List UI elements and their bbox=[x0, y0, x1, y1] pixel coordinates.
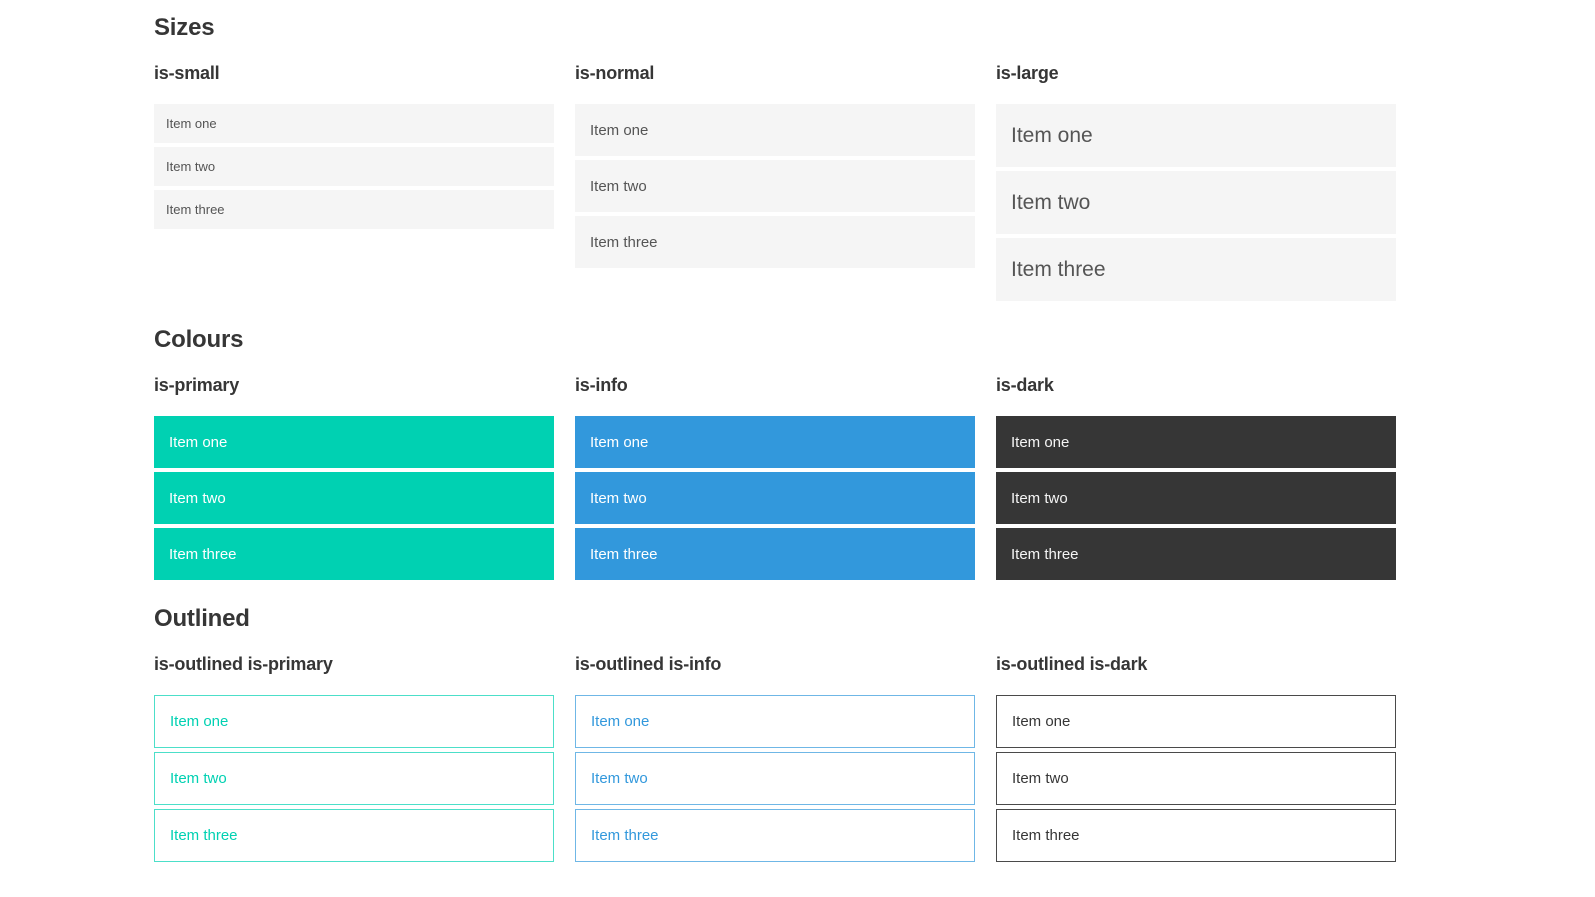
list-item[interactable]: Item two bbox=[154, 472, 554, 524]
list-item[interactable]: Item three bbox=[996, 809, 1396, 862]
list-item[interactable]: Item one bbox=[154, 104, 554, 143]
group-is-small: is-small Item one Item two Item three bbox=[154, 42, 554, 305]
group-label-is-small: is-small bbox=[154, 63, 220, 83]
group-label-is-large: is-large bbox=[996, 63, 1059, 83]
list-item[interactable]: Item one bbox=[575, 695, 975, 748]
list-item[interactable]: Item three bbox=[575, 528, 975, 580]
group-label-outlined-dark: is-outlined is-dark bbox=[996, 654, 1148, 674]
group-is-dark: is-dark Item one Item two Item three bbox=[996, 354, 1396, 584]
group-is-primary: is-primary Item one Item two Item three bbox=[154, 354, 554, 584]
list-dark: Item one Item two Item three bbox=[996, 416, 1396, 580]
group-label-is-dark: is-dark bbox=[996, 375, 1054, 395]
list-small: Item one Item two Item three bbox=[154, 104, 554, 229]
section-outlined: Outlined is-outlined is-primary Item one… bbox=[154, 604, 1396, 866]
list-item[interactable]: Item one bbox=[575, 416, 975, 468]
outlined-row: is-outlined is-primary Item one Item two… bbox=[154, 633, 1396, 866]
page-container: Sizes is-small Item one Item two Item th… bbox=[154, 0, 1396, 866]
group-label-outlined-info: is-outlined is-info bbox=[575, 654, 722, 674]
list-item[interactable]: Item two bbox=[154, 147, 554, 186]
list-item[interactable]: Item one bbox=[996, 104, 1396, 167]
list-item[interactable]: Item one bbox=[996, 416, 1396, 468]
colours-row: is-primary Item one Item two Item three … bbox=[154, 354, 1396, 584]
section-colours: Colours is-primary Item one Item two Ite… bbox=[154, 325, 1396, 584]
list-outlined-dark: Item one Item two Item three bbox=[996, 695, 1396, 862]
list-item[interactable]: Item two bbox=[996, 752, 1396, 805]
list-item[interactable]: Item three bbox=[575, 216, 975, 268]
list-item[interactable]: Item three bbox=[154, 528, 554, 580]
section-title-sizes: Sizes bbox=[154, 14, 215, 41]
list-large: Item one Item two Item three bbox=[996, 104, 1396, 301]
group-label-outlined-primary: is-outlined is-primary bbox=[154, 654, 333, 674]
group-label-is-info: is-info bbox=[575, 375, 628, 395]
list-item[interactable]: Item two bbox=[154, 752, 554, 805]
group-label-is-normal: is-normal bbox=[575, 63, 655, 83]
section-title-colours: Colours bbox=[154, 326, 244, 353]
list-normal: Item one Item two Item three bbox=[575, 104, 975, 268]
section-sizes: Sizes is-small Item one Item two Item th… bbox=[154, 13, 1396, 305]
sizes-row: is-small Item one Item two Item three is… bbox=[154, 42, 1396, 305]
list-item[interactable]: Item one bbox=[996, 695, 1396, 748]
list-item[interactable]: Item one bbox=[154, 695, 554, 748]
list-item[interactable]: Item two bbox=[996, 171, 1396, 234]
list-outlined-primary: Item one Item two Item three bbox=[154, 695, 554, 862]
list-item[interactable]: Item three bbox=[154, 190, 554, 229]
group-outlined-info: is-outlined is-info Item one Item two It… bbox=[575, 633, 975, 866]
list-outlined-info: Item one Item two Item three bbox=[575, 695, 975, 862]
list-info: Item one Item two Item three bbox=[575, 416, 975, 580]
list-item[interactable]: Item three bbox=[996, 528, 1396, 580]
list-primary: Item one Item two Item three bbox=[154, 416, 554, 580]
section-title-outlined: Outlined bbox=[154, 605, 250, 632]
group-outlined-primary: is-outlined is-primary Item one Item two… bbox=[154, 633, 554, 866]
list-item[interactable]: Item two bbox=[575, 472, 975, 524]
group-is-normal: is-normal Item one Item two Item three bbox=[575, 42, 975, 305]
group-is-large: is-large Item one Item two Item three bbox=[996, 42, 1396, 305]
group-label-is-primary: is-primary bbox=[154, 375, 240, 395]
list-item[interactable]: Item three bbox=[996, 238, 1396, 301]
list-item[interactable]: Item two bbox=[996, 472, 1396, 524]
list-item[interactable]: Item two bbox=[575, 160, 975, 212]
list-item[interactable]: Item one bbox=[575, 104, 975, 156]
list-item[interactable]: Item three bbox=[154, 809, 554, 862]
list-item[interactable]: Item one bbox=[154, 416, 554, 468]
list-item[interactable]: Item two bbox=[575, 752, 975, 805]
group-is-info: is-info Item one Item two Item three bbox=[575, 354, 975, 584]
list-item[interactable]: Item three bbox=[575, 809, 975, 862]
group-outlined-dark: is-outlined is-dark Item one Item two It… bbox=[996, 633, 1396, 866]
